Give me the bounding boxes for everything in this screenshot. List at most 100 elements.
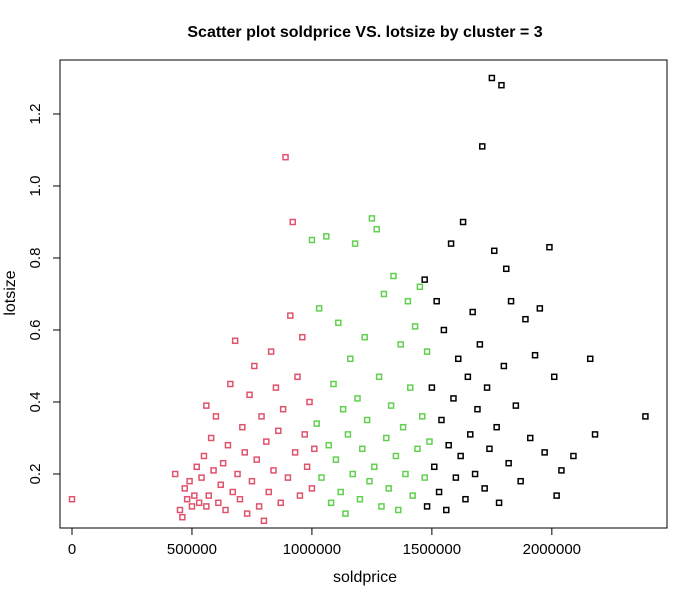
data-point	[361, 333, 368, 341]
data-point	[231, 337, 239, 345]
data-point	[318, 474, 325, 481]
data-point	[349, 470, 356, 478]
data-point	[335, 319, 342, 327]
data-point	[531, 351, 539, 359]
data-point	[368, 215, 376, 222]
data-point	[203, 402, 210, 409]
data-point	[404, 297, 412, 305]
data-point	[591, 431, 599, 438]
data-point	[354, 395, 361, 402]
data-point	[294, 373, 301, 381]
data-point	[193, 463, 201, 471]
data-point	[289, 218, 296, 226]
data-point	[272, 384, 280, 391]
data-point	[419, 413, 426, 420]
data-point	[375, 373, 383, 381]
data-point	[433, 297, 440, 305]
data-point	[392, 452, 400, 460]
data-point	[251, 362, 258, 370]
data-point	[505, 459, 512, 467]
x-tick-label: 1500000	[403, 541, 461, 558]
data-point	[207, 434, 215, 442]
data-point	[503, 265, 510, 273]
data-point	[481, 485, 488, 492]
data-point	[507, 297, 515, 305]
data-point	[301, 431, 308, 438]
data-point	[229, 488, 236, 496]
data-point	[258, 413, 265, 420]
data-point	[299, 333, 306, 341]
data-point	[457, 452, 464, 460]
plot-area-frame	[59, 59, 668, 529]
data-point	[195, 499, 203, 507]
data-point	[176, 506, 184, 514]
data-point	[586, 355, 594, 363]
data-point	[407, 384, 414, 391]
data-point	[287, 312, 294, 319]
data-point	[378, 503, 385, 510]
y-axis-label: lotsize	[2, 270, 19, 315]
data-point	[263, 438, 270, 445]
data-point	[275, 427, 282, 435]
data-point	[385, 485, 392, 492]
data-point	[351, 240, 359, 247]
data-point	[642, 413, 649, 420]
data-point	[428, 384, 436, 391]
data-points	[68, 74, 649, 525]
data-point	[191, 492, 198, 499]
data-point	[327, 499, 335, 507]
data-point	[337, 488, 344, 496]
data-point	[210, 467, 217, 474]
data-point	[308, 236, 316, 244]
x-tick-label: 500000	[167, 541, 217, 558]
data-point	[431, 463, 438, 471]
data-point	[426, 438, 433, 445]
data-point	[188, 503, 196, 510]
data-point	[387, 402, 395, 409]
data-point	[181, 485, 189, 492]
data-point	[255, 503, 263, 510]
data-point	[227, 380, 234, 388]
data-point	[500, 362, 508, 370]
data-point	[219, 459, 227, 467]
data-point	[402, 470, 409, 478]
data-point	[183, 495, 191, 503]
x-tick-label: 1000000	[283, 541, 341, 558]
data-point	[371, 463, 378, 471]
data-point	[445, 441, 452, 449]
data-point	[243, 510, 251, 517]
cluster-3-series	[421, 74, 649, 514]
data-point	[459, 218, 467, 226]
data-point	[222, 506, 229, 514]
data-point	[395, 506, 402, 514]
data-point	[483, 384, 491, 391]
data-point	[443, 506, 450, 514]
data-point	[440, 326, 448, 334]
chart-title: Scatter plot soldprice VS. lotsize by cl…	[187, 24, 542, 41]
data-point	[409, 492, 416, 499]
data-point	[423, 348, 431, 355]
data-point	[363, 416, 371, 424]
data-point	[236, 495, 244, 503]
data-point	[248, 477, 256, 485]
data-point	[397, 341, 404, 348]
data-point	[399, 423, 407, 431]
data-point	[464, 373, 472, 381]
data-point	[479, 143, 486, 150]
data-point	[447, 240, 455, 247]
data-point	[330, 380, 337, 388]
data-point	[215, 499, 222, 507]
data-point	[303, 463, 311, 471]
data-point	[435, 488, 443, 496]
data-point	[359, 445, 366, 453]
y-tick-label: 0.6	[27, 320, 44, 341]
data-point	[541, 449, 548, 456]
data-point	[462, 495, 469, 503]
data-point	[491, 247, 498, 255]
data-point	[332, 456, 340, 463]
data-point	[253, 456, 260, 463]
data-point	[284, 474, 292, 481]
y-tick-label: 1.2	[27, 104, 44, 125]
x-tick-label: 2000000	[523, 541, 581, 558]
